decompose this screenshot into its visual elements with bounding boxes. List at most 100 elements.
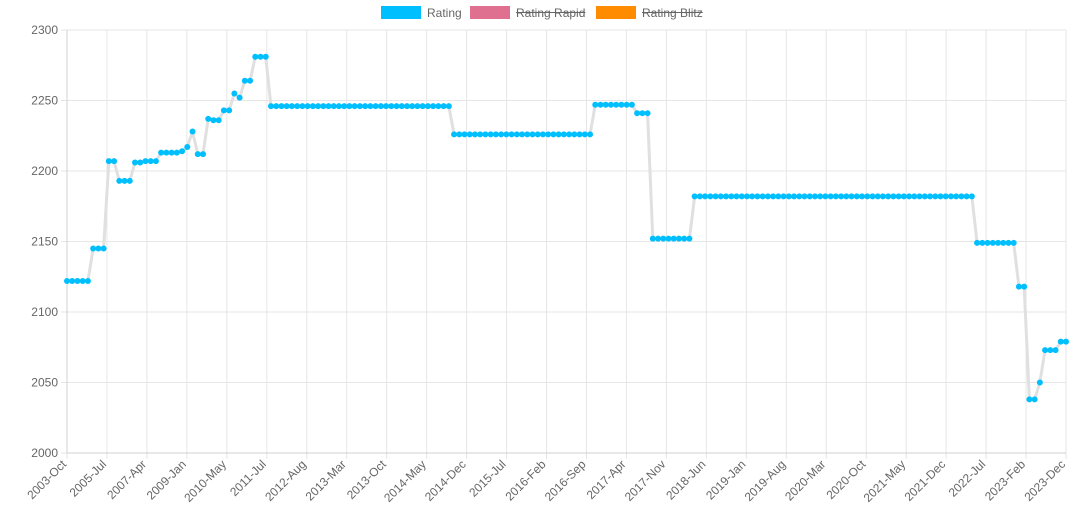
data-point	[519, 131, 526, 138]
data-point	[362, 103, 369, 110]
x-axis: 2003-Oct2005-Jul2007-Apr2009-Jan2010-May…	[24, 452, 1068, 505]
data-point	[309, 103, 316, 110]
data-point	[717, 193, 724, 200]
data-point	[686, 235, 693, 242]
data-point	[105, 158, 112, 165]
data-point	[1015, 283, 1022, 290]
x-tick-label: 2023-Feb	[982, 457, 1028, 503]
data-point	[471, 131, 478, 138]
data-point	[414, 103, 421, 110]
data-point	[587, 131, 594, 138]
data-point	[576, 131, 583, 138]
data-point	[1005, 239, 1012, 246]
data-point	[435, 103, 442, 110]
data-point	[294, 103, 301, 110]
data-point	[64, 277, 70, 284]
grid	[61, 29, 1067, 459]
x-tick-label: 2014-Dec	[422, 457, 469, 504]
data-point	[874, 193, 881, 200]
y-axis: 2000 2050 2100 2150 2200 2250 2300	[31, 23, 68, 460]
data-point	[728, 193, 735, 200]
data-point	[273, 103, 280, 110]
x-tick-label: 2010-May	[181, 457, 229, 505]
data-point	[613, 101, 620, 108]
data-point	[723, 193, 730, 200]
data-point	[550, 131, 557, 138]
x-tick-label: 2018-Jun	[663, 457, 708, 502]
data-point	[419, 103, 426, 110]
x-tick-label: 2020-Mar	[782, 457, 828, 503]
data-point	[205, 115, 212, 122]
data-point	[163, 149, 170, 156]
data-point	[341, 103, 348, 110]
data-point	[90, 245, 97, 252]
data-point	[461, 131, 468, 138]
data-point	[1010, 239, 1017, 246]
x-tick-label: 2007-Apr	[104, 457, 149, 502]
data-point	[712, 193, 719, 200]
x-tick-label: 2014-May	[381, 457, 429, 505]
data-point	[602, 101, 609, 108]
data-point	[409, 103, 416, 110]
data-point	[278, 103, 285, 110]
data-point	[759, 193, 766, 200]
data-point	[1036, 379, 1043, 386]
data-point	[885, 193, 892, 200]
x-tick-label: 2005-Jul	[67, 457, 109, 499]
data-point	[79, 277, 86, 284]
y-tick-label: 2250	[31, 94, 58, 108]
data-point	[184, 144, 191, 151]
data-point	[330, 103, 337, 110]
data-point	[681, 235, 688, 242]
x-tick-label: 2021-Dec	[902, 457, 949, 504]
data-point	[801, 193, 808, 200]
data-point	[853, 193, 860, 200]
data-point	[665, 235, 672, 242]
data-point	[1026, 396, 1033, 403]
data-point	[707, 193, 714, 200]
data-point	[236, 94, 243, 101]
data-point	[247, 77, 254, 84]
data-point	[953, 193, 960, 200]
data-point	[989, 239, 996, 246]
y-tick-label: 2100	[31, 305, 58, 319]
data-point	[299, 103, 306, 110]
data-point	[267, 103, 274, 110]
data-point	[1063, 338, 1069, 345]
data-point	[283, 103, 290, 110]
data-point	[477, 131, 484, 138]
data-point	[315, 103, 322, 110]
data-point	[487, 131, 494, 138]
data-point	[262, 53, 269, 60]
data-point	[864, 193, 871, 200]
data-point	[639, 110, 646, 117]
data-point	[827, 193, 834, 200]
data-point	[158, 149, 165, 156]
data-point	[111, 158, 118, 165]
data-point	[963, 193, 970, 200]
data-point	[513, 131, 520, 138]
data-point	[628, 101, 635, 108]
data-point	[74, 277, 81, 284]
data-point	[743, 193, 750, 200]
data-point	[137, 159, 144, 166]
data-point	[168, 149, 175, 156]
data-point	[775, 193, 782, 200]
x-tick-label: 2016-Feb	[502, 457, 548, 503]
legend: Rating Rating Rapid Rating Blitz	[381, 6, 703, 20]
y-tick-label: 2050	[31, 376, 58, 390]
data-point	[534, 131, 541, 138]
data-point	[126, 177, 133, 184]
data-point	[69, 277, 76, 284]
data-point	[879, 193, 886, 200]
legend-swatch	[381, 6, 421, 19]
data-point	[199, 151, 206, 158]
data-point	[890, 193, 897, 200]
data-point	[806, 193, 813, 200]
data-point	[451, 131, 458, 138]
x-tick-label: 2021-May	[861, 457, 909, 505]
data-point	[503, 131, 510, 138]
data-point	[817, 193, 824, 200]
series-line	[67, 55, 1066, 401]
